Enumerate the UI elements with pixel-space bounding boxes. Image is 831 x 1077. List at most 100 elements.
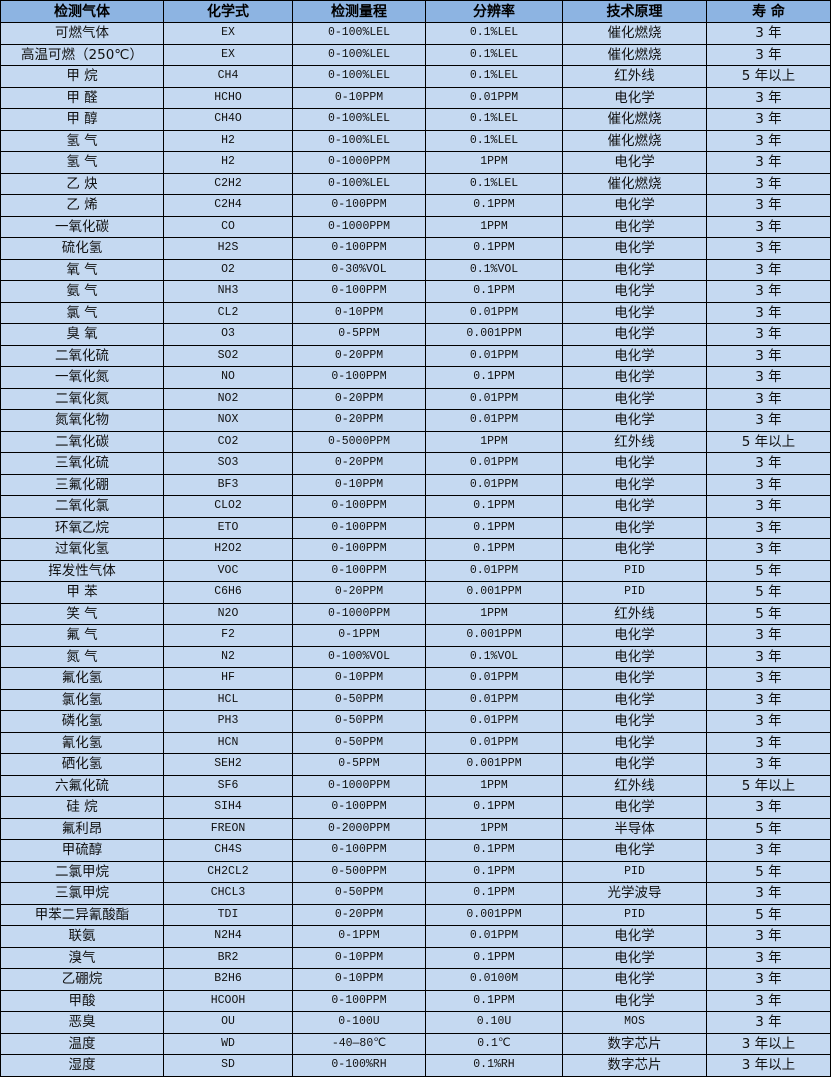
table-row: 氰化氢 HCN 0-50PPM 0.01PPM 电化学 3 年 [0, 731, 831, 754]
cell-gas: 一氧化碳 [0, 215, 164, 238]
cell-principle: 电化学 [562, 387, 707, 410]
cell-gas: 硫化氢 [0, 237, 164, 260]
cell-lifetime: 3 年 [706, 194, 831, 217]
cell-principle: 电化学 [562, 925, 707, 948]
cell-formula: TDI [163, 903, 293, 926]
cell-gas: 乙硼烷 [0, 968, 164, 991]
cell-resolution: 0.10U [425, 1011, 563, 1034]
cell-principle: 电化学 [562, 215, 707, 238]
cell-formula: ETO [163, 516, 293, 539]
cell-principle: 电化学 [562, 710, 707, 733]
cell-resolution: 0.01PPM [425, 559, 563, 582]
cell-resolution: 1PPM [425, 151, 563, 174]
cell-formula: SO3 [163, 452, 293, 475]
cell-range: 0-100%LEL [292, 172, 426, 195]
cell-range: 0-1000PPM [292, 215, 426, 238]
cell-range: 0-1000PPM [292, 151, 426, 174]
cell-resolution: 0.01PPM [425, 409, 563, 432]
cell-resolution: 0.1%LEL [425, 65, 563, 88]
cell-resolution: 0.01PPM [425, 344, 563, 367]
table-row: 氮 气 N2 0-100%VOL 0.1%VOL 电化学 3 年 [0, 645, 831, 668]
cell-range: 0-100PPM [292, 989, 426, 1012]
cell-formula: B2H6 [163, 968, 293, 991]
cell-lifetime: 5 年 [706, 581, 831, 604]
cell-lifetime: 3 年 [706, 688, 831, 711]
cell-gas: 恶臭 [0, 1011, 164, 1034]
cell-principle: 电化学 [562, 409, 707, 432]
cell-lifetime: 5 年以上 [706, 774, 831, 797]
cell-lifetime: 5 年 [706, 903, 831, 926]
cell-lifetime: 3 年 [706, 989, 831, 1012]
table-row: 硒化氢 SEH2 0-5PPM 0.001PPM 电化学 3 年 [0, 753, 831, 776]
cell-formula: CH4 [163, 65, 293, 88]
cell-resolution: 0.001PPM [425, 581, 563, 604]
cell-gas: 甲 醛 [0, 86, 164, 109]
cell-gas: 二氧化硫 [0, 344, 164, 367]
cell-resolution: 0.1℃ [425, 1032, 563, 1055]
table-row: 臭 氧 O3 0-5PPM 0.001PPM 电化学 3 年 [0, 323, 831, 346]
cell-range: 0-10PPM [292, 968, 426, 991]
cell-formula: WD [163, 1032, 293, 1055]
cell-formula: HCHO [163, 86, 293, 109]
cell-formula: H2 [163, 151, 293, 174]
cell-formula: N2H4 [163, 925, 293, 948]
cell-formula: CH4S [163, 839, 293, 862]
cell-range: 0-100%RH [292, 1054, 426, 1077]
cell-lifetime: 3 年 [706, 796, 831, 819]
cell-lifetime: 3 年 [706, 280, 831, 303]
cell-formula: N2 [163, 645, 293, 668]
cell-lifetime: 3 年 [706, 172, 831, 195]
cell-lifetime: 3 年 [706, 624, 831, 647]
cell-principle: 催化燃烧 [562, 129, 707, 152]
cell-principle: PID [562, 581, 707, 604]
table-row: 三氯甲烷 CHCL3 0-50PPM 0.1PPM 光学波导 3 年 [0, 882, 831, 905]
cell-gas: 挥发性气体 [0, 559, 164, 582]
table-row: 氟化氢 HF 0-10PPM 0.01PPM 电化学 3 年 [0, 667, 831, 690]
table-row: 可燃气体 EX 0-100%LEL 0.1%LEL 催化燃烧 3 年 [0, 22, 831, 45]
cell-gas: 氯化氢 [0, 688, 164, 711]
cell-range: 0-20PPM [292, 581, 426, 604]
cell-lifetime: 3 年 [706, 108, 831, 131]
cell-formula: OU [163, 1011, 293, 1034]
cell-principle: 电化学 [562, 667, 707, 690]
cell-lifetime: 3 年以上 [706, 1054, 831, 1077]
cell-gas: 溴气 [0, 946, 164, 969]
cell-lifetime: 3 年 [706, 946, 831, 969]
cell-gas: 臭 氧 [0, 323, 164, 346]
cell-formula: H2 [163, 129, 293, 152]
cell-principle: 催化燃烧 [562, 43, 707, 66]
cell-range: 0-5PPM [292, 323, 426, 346]
cell-formula: H2O2 [163, 538, 293, 561]
cell-gas: 氨 气 [0, 280, 164, 303]
cell-principle: 催化燃烧 [562, 172, 707, 195]
cell-formula: H2S [163, 237, 293, 260]
cell-gas: 氟化氢 [0, 667, 164, 690]
cell-resolution: 0.1PPM [425, 946, 563, 969]
cell-resolution: 0.1PPM [425, 194, 563, 217]
cell-lifetime: 3 年 [706, 129, 831, 152]
cell-resolution: 0.001PPM [425, 903, 563, 926]
cell-range: 0-10PPM [292, 86, 426, 109]
cell-principle: 电化学 [562, 538, 707, 561]
header-row: 检测气体 化学式 检测量程 分辨率 技术原理 寿 命 [0, 0, 831, 23]
cell-resolution: 0.001PPM [425, 624, 563, 647]
cell-formula: N2O [163, 602, 293, 625]
cell-range: 0-100PPM [292, 538, 426, 561]
cell-gas: 磷化氢 [0, 710, 164, 733]
cell-lifetime: 3 年 [706, 645, 831, 668]
cell-range: 0-30%VOL [292, 258, 426, 281]
cell-resolution: 0.1PPM [425, 495, 563, 518]
cell-principle: 红外线 [562, 430, 707, 453]
cell-gas: 环氧乙烷 [0, 516, 164, 539]
table-row: 二氧化硫 SO2 0-20PPM 0.01PPM 电化学 3 年 [0, 344, 831, 367]
cell-principle: 电化学 [562, 301, 707, 324]
cell-resolution: 0.1PPM [425, 882, 563, 905]
cell-lifetime: 3 年 [706, 882, 831, 905]
cell-resolution: 0.1PPM [425, 366, 563, 389]
table-row: 温度 WD -40—80℃ 0.1℃ 数字芯片 3 年以上 [0, 1032, 831, 1055]
cell-lifetime: 3 年 [706, 968, 831, 991]
cell-resolution: 1PPM [425, 817, 563, 840]
table-row: 环氧乙烷 ETO 0-100PPM 0.1PPM 电化学 3 年 [0, 516, 831, 539]
table-row: 氯化氢 HCL 0-50PPM 0.01PPM 电化学 3 年 [0, 688, 831, 711]
table-row: 硅 烷 SIH4 0-100PPM 0.1PPM 电化学 3 年 [0, 796, 831, 819]
